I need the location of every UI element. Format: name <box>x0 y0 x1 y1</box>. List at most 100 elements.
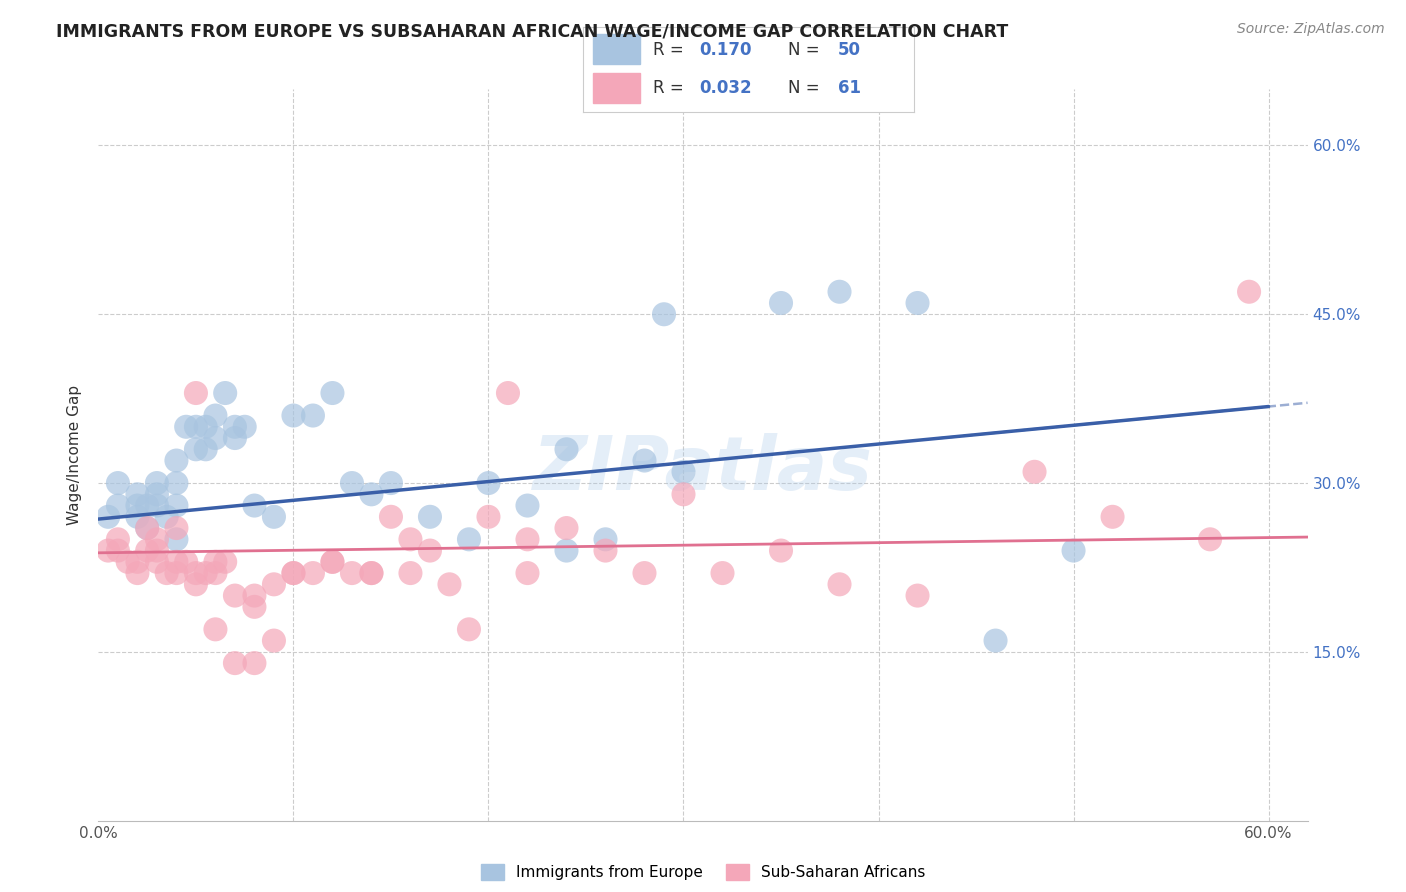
Point <box>194 442 217 457</box>
Point <box>360 487 382 501</box>
Point <box>165 476 187 491</box>
Point <box>233 419 256 434</box>
Point <box>769 543 792 558</box>
Point <box>184 386 207 401</box>
Point <box>156 509 179 524</box>
Point <box>224 431 246 445</box>
Point <box>146 476 169 491</box>
Point <box>360 566 382 580</box>
Text: 0.032: 0.032 <box>699 78 752 96</box>
Point <box>516 566 538 580</box>
Point <box>204 623 226 637</box>
Point <box>263 633 285 648</box>
Point <box>1024 465 1046 479</box>
Point <box>516 499 538 513</box>
Point <box>184 566 207 580</box>
Point <box>146 487 169 501</box>
Point <box>194 566 217 580</box>
Point <box>439 577 461 591</box>
Point <box>146 533 169 547</box>
Point <box>146 543 169 558</box>
Point <box>828 577 851 591</box>
Point <box>419 509 441 524</box>
Point <box>595 543 617 558</box>
Text: 61: 61 <box>838 78 860 96</box>
Point <box>380 509 402 524</box>
Point <box>97 509 120 524</box>
Point <box>1101 509 1123 524</box>
Point <box>136 521 159 535</box>
Text: Source: ZipAtlas.com: Source: ZipAtlas.com <box>1237 22 1385 37</box>
Point <box>477 476 499 491</box>
Point <box>146 555 169 569</box>
Legend: Immigrants from Europe, Sub-Saharan Africans: Immigrants from Europe, Sub-Saharan Afri… <box>475 858 931 886</box>
Y-axis label: Wage/Income Gap: Wage/Income Gap <box>67 384 83 525</box>
Point <box>672 487 695 501</box>
Text: R =: R = <box>652 78 689 96</box>
Point <box>399 566 422 580</box>
Text: ZIPatlas: ZIPatlas <box>533 433 873 506</box>
Point <box>907 296 929 310</box>
Point <box>204 566 226 580</box>
Point <box>633 453 655 467</box>
Point <box>321 386 343 401</box>
Point <box>117 555 139 569</box>
Point <box>340 476 363 491</box>
Bar <box>593 72 640 103</box>
Point <box>477 509 499 524</box>
Point <box>263 577 285 591</box>
Text: N =: N = <box>789 41 825 59</box>
Point <box>184 419 207 434</box>
Point <box>146 499 169 513</box>
Point <box>652 307 675 321</box>
Point <box>224 656 246 670</box>
Point <box>243 499 266 513</box>
Point <box>595 533 617 547</box>
Point <box>107 543 129 558</box>
Point <box>184 577 207 591</box>
Point <box>204 555 226 569</box>
Point <box>1199 533 1222 547</box>
Point <box>174 555 197 569</box>
Point <box>458 623 481 637</box>
Point <box>769 296 792 310</box>
Point <box>107 533 129 547</box>
Point <box>283 566 305 580</box>
Point <box>127 509 149 524</box>
Point <box>1063 543 1085 558</box>
Point <box>302 409 325 423</box>
Point <box>214 555 236 569</box>
Point <box>214 386 236 401</box>
Point <box>283 409 305 423</box>
Point <box>1237 285 1260 299</box>
Point <box>302 566 325 580</box>
Point <box>340 566 363 580</box>
Point <box>711 566 734 580</box>
Point <box>165 555 187 569</box>
Point <box>516 533 538 547</box>
Point <box>283 566 305 580</box>
Point <box>555 543 578 558</box>
Point <box>672 465 695 479</box>
Point <box>165 533 187 547</box>
Point <box>136 499 159 513</box>
Point <box>127 555 149 569</box>
Text: 50: 50 <box>838 41 860 59</box>
Point <box>360 566 382 580</box>
Point <box>165 521 187 535</box>
Point <box>555 521 578 535</box>
Point <box>224 419 246 434</box>
Point <box>828 285 851 299</box>
Text: IMMIGRANTS FROM EUROPE VS SUBSAHARAN AFRICAN WAGE/INCOME GAP CORRELATION CHART: IMMIGRANTS FROM EUROPE VS SUBSAHARAN AFR… <box>56 22 1008 40</box>
Text: N =: N = <box>789 78 825 96</box>
Point <box>633 566 655 580</box>
Point <box>399 533 422 547</box>
Point <box>165 453 187 467</box>
Point <box>136 521 159 535</box>
Point <box>127 487 149 501</box>
Point <box>204 409 226 423</box>
Point <box>184 442 207 457</box>
Text: R =: R = <box>652 41 689 59</box>
Point <box>243 656 266 670</box>
Point <box>194 419 217 434</box>
